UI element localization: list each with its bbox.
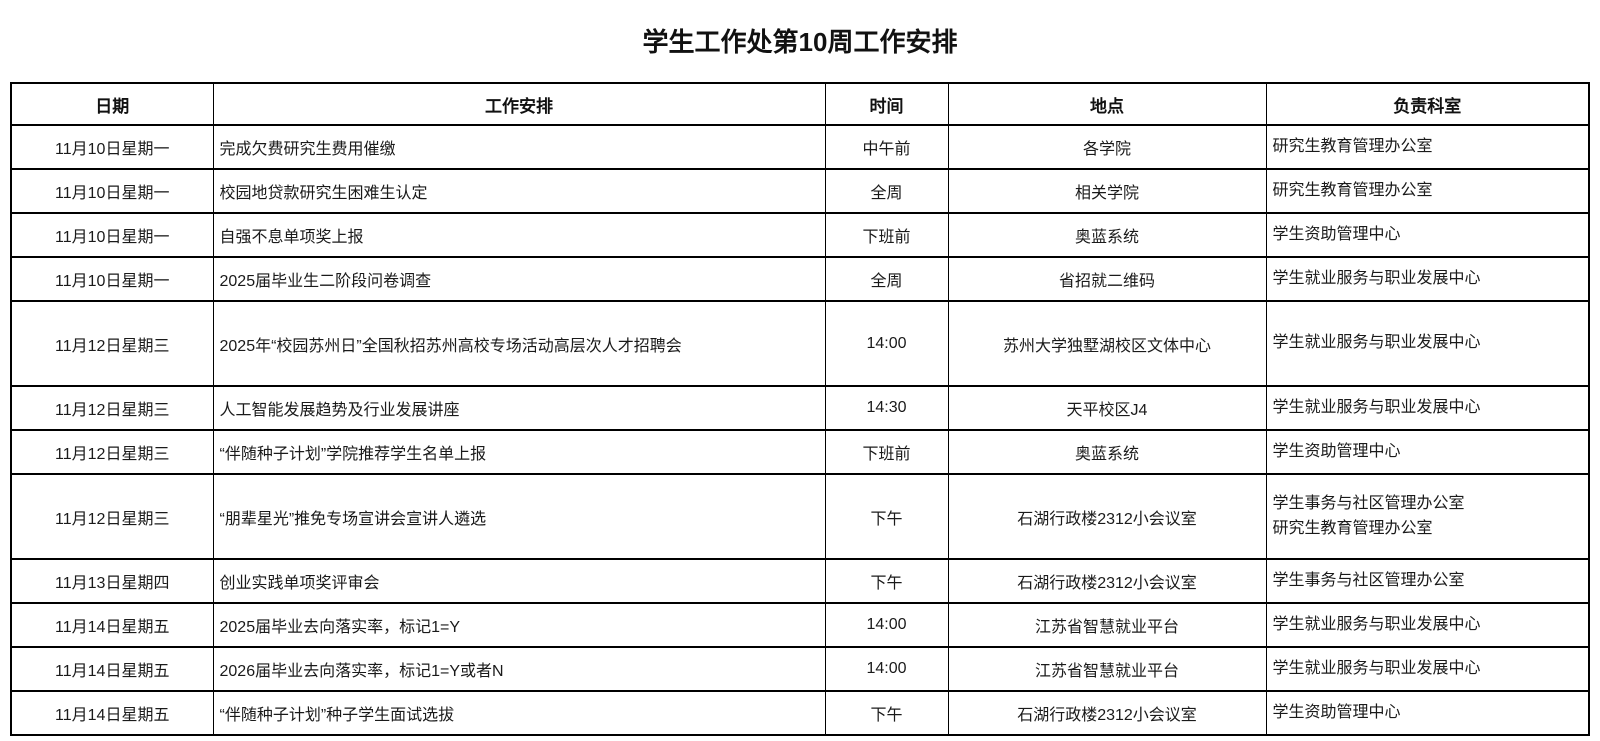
- cell-place: 奥蓝系统: [947, 429, 1267, 475]
- cell-date: 11月10日星期一: [10, 124, 214, 170]
- cell-task: “伴随种子计划”种子学生面试选拔: [212, 690, 826, 736]
- cell-task: 完成欠费研究生费用催缴: [212, 124, 826, 170]
- cell-place: 江苏省智慧就业平台: [947, 602, 1267, 648]
- cell-date: 11月12日星期三: [10, 429, 214, 475]
- cell-place: 各学院: [947, 124, 1267, 170]
- table-row: 11月10日星期一 校园地贷款研究生困难生认定 全周 相关学院 研究生教育管理办…: [10, 168, 1590, 214]
- cell-time: 14:00: [824, 602, 949, 648]
- cell-dept: 研究生教育管理办公室: [1265, 124, 1590, 170]
- cell-date: 11月10日星期一: [10, 212, 214, 258]
- column-header-time: 时间: [824, 82, 949, 126]
- cell-place: 石湖行政楼2312小会议室: [947, 558, 1267, 604]
- cell-dept: 学生事务与社区管理办公室 研究生教育管理办公室: [1265, 473, 1590, 560]
- cell-time: 中午前: [824, 124, 949, 170]
- cell-place: 相关学院: [947, 168, 1267, 214]
- column-header-dept: 负责科室: [1265, 82, 1590, 126]
- cell-dept: 学生就业服务与职业发展中心: [1265, 646, 1590, 692]
- cell-task: 2025届毕业去向落实率，标记1=Y: [212, 602, 826, 648]
- cell-date: 11月14日星期五: [10, 602, 214, 648]
- cell-task: “伴随种子计划”学院推荐学生名单上报: [212, 429, 826, 475]
- cell-dept: 学生事务与社区管理办公室: [1265, 558, 1590, 604]
- cell-task: 校园地贷款研究生困难生认定: [212, 168, 826, 214]
- cell-place: 石湖行政楼2312小会议室: [947, 473, 1267, 560]
- table-row: 11月14日星期五 “伴随种子计划”种子学生面试选拔 下午 石湖行政楼2312小…: [10, 690, 1590, 736]
- cell-time: 下午: [824, 473, 949, 560]
- cell-time: 下午: [824, 558, 949, 604]
- cell-place: 江苏省智慧就业平台: [947, 646, 1267, 692]
- table-row: 11月12日星期三 人工智能发展趋势及行业发展讲座 14:30 天平校区J4 学…: [10, 385, 1590, 431]
- cell-date: 11月12日星期三: [10, 385, 214, 431]
- column-header-task: 工作安排: [212, 82, 826, 126]
- table-row: 11月10日星期一 完成欠费研究生费用催缴 中午前 各学院 研究生教育管理办公室: [10, 124, 1590, 170]
- table-body: 11月10日星期一 完成欠费研究生费用催缴 中午前 各学院 研究生教育管理办公室…: [10, 124, 1590, 736]
- cell-time: 14:30: [824, 385, 949, 431]
- cell-task: “朋辈星光”推免专场宣讲会宣讲人遴选: [212, 473, 826, 560]
- table-row: 11月10日星期一 自强不息单项奖上报 下班前 奥蓝系统 学生资助管理中心: [10, 212, 1590, 258]
- cell-time: 下午: [824, 690, 949, 736]
- column-header-place: 地点: [947, 82, 1267, 126]
- cell-dept: 学生资助管理中心: [1265, 429, 1590, 475]
- cell-dept: 学生资助管理中心: [1265, 690, 1590, 736]
- cell-date: 11月12日星期三: [10, 473, 214, 560]
- table-row: 11月13日星期四 创业实践单项奖评审会 下午 石湖行政楼2312小会议室 学生…: [10, 558, 1590, 604]
- cell-date: 11月13日星期四: [10, 558, 214, 604]
- cell-task: 2026届毕业去向落实率，标记1=Y或者N: [212, 646, 826, 692]
- cell-place: 省招就二维码: [947, 256, 1267, 302]
- cell-time: 14:00: [824, 646, 949, 692]
- schedule-table: 日期 工作安排 时间 地点 负责科室 11月10日星期一 完成欠费研究生费用催缴…: [10, 82, 1590, 736]
- cell-time: 全周: [824, 256, 949, 302]
- cell-time: 下班前: [824, 212, 949, 258]
- cell-place: 石湖行政楼2312小会议室: [947, 690, 1267, 736]
- cell-dept: 学生就业服务与职业发展中心: [1265, 602, 1590, 648]
- cell-time: 下班前: [824, 429, 949, 475]
- cell-date: 11月12日星期三: [10, 300, 214, 387]
- cell-dept: 研究生教育管理办公室: [1265, 168, 1590, 214]
- cell-date: 11月14日星期五: [10, 646, 214, 692]
- cell-date: 11月10日星期一: [10, 256, 214, 302]
- table-row: 11月12日星期三 “伴随种子计划”学院推荐学生名单上报 下班前 奥蓝系统 学生…: [10, 429, 1590, 475]
- cell-task: 2025届毕业生二阶段问卷调查: [212, 256, 826, 302]
- cell-task: 创业实践单项奖评审会: [212, 558, 826, 604]
- table-row: 11月12日星期三 2025年“校园苏州日”全国秋招苏州高校专场活动高层次人才招…: [10, 300, 1590, 387]
- table-row: 11月12日星期三 “朋辈星光”推免专场宣讲会宣讲人遴选 下午 石湖行政楼231…: [10, 473, 1590, 560]
- cell-place: 天平校区J4: [947, 385, 1267, 431]
- cell-date: 11月14日星期五: [10, 690, 214, 736]
- cell-task: 自强不息单项奖上报: [212, 212, 826, 258]
- cell-dept: 学生资助管理中心: [1265, 212, 1590, 258]
- cell-place: 苏州大学独墅湖校区文体中心: [947, 300, 1267, 387]
- table-row: 11月14日星期五 2025届毕业去向落实率，标记1=Y 14:00 江苏省智慧…: [10, 602, 1590, 648]
- table-row: 11月10日星期一 2025届毕业生二阶段问卷调查 全周 省招就二维码 学生就业…: [10, 256, 1590, 302]
- cell-task: 2025年“校园苏州日”全国秋招苏州高校专场活动高层次人才招聘会: [212, 300, 826, 387]
- cell-task: 人工智能发展趋势及行业发展讲座: [212, 385, 826, 431]
- table-header: 日期 工作安排 时间 地点 负责科室: [10, 82, 1590, 126]
- page-title: 学生工作处第10周工作安排: [642, 27, 958, 57]
- cell-time: 14:00: [824, 300, 949, 387]
- table-row: 11月14日星期五 2026届毕业去向落实率，标记1=Y或者N 14:00 江苏…: [10, 646, 1590, 692]
- cell-date: 11月10日星期一: [10, 168, 214, 214]
- cell-dept: 学生就业服务与职业发展中心: [1265, 256, 1590, 302]
- header-row: 日期 工作安排 时间 地点 负责科室: [10, 82, 1590, 126]
- cell-time: 全周: [824, 168, 949, 214]
- column-header-date: 日期: [10, 82, 214, 126]
- cell-place: 奥蓝系统: [947, 212, 1267, 258]
- cell-dept: 学生就业服务与职业发展中心: [1265, 385, 1590, 431]
- cell-dept: 学生就业服务与职业发展中心: [1265, 300, 1590, 387]
